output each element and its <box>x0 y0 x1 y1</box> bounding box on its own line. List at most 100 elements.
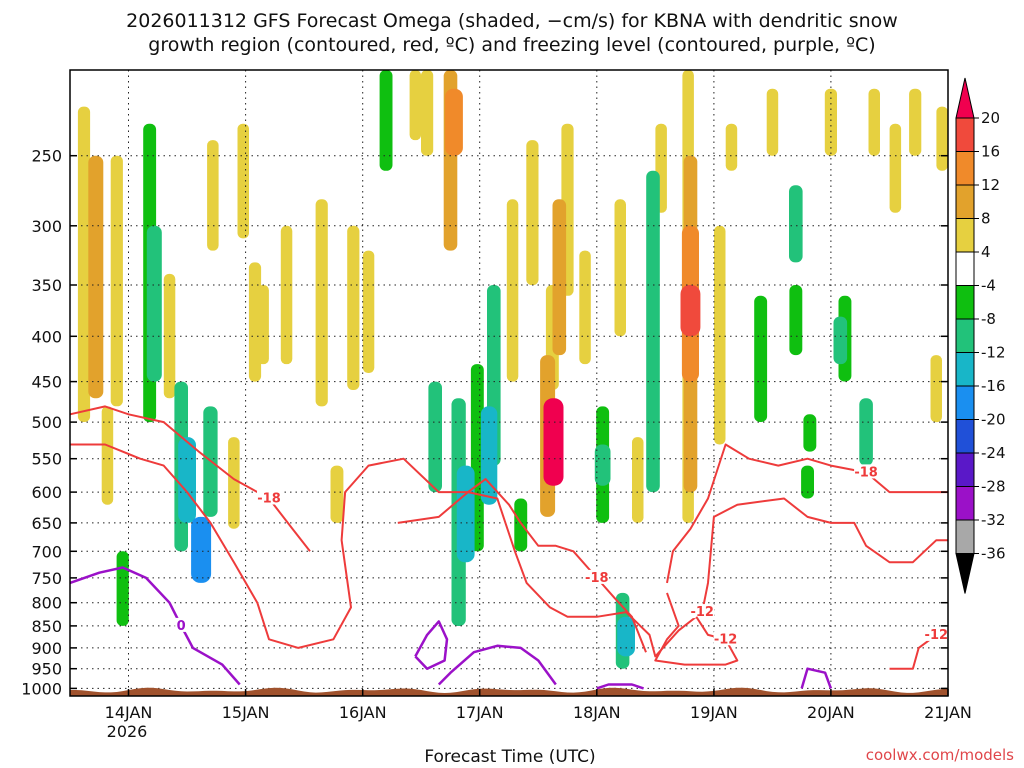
terrain-band <box>70 687 948 696</box>
colorbar-swatch <box>955 285 975 320</box>
x-tick-label: 20JAN <box>807 703 855 722</box>
omega-region <box>237 123 249 239</box>
omega-region <box>347 225 360 390</box>
omega-region <box>110 155 123 407</box>
y-tick-label: 1000 <box>21 679 62 698</box>
omega-region <box>421 70 434 156</box>
omega-region <box>526 140 539 286</box>
x-axis-label: Forecast Time (UTC) <box>424 747 595 767</box>
y-tick-label: 500 <box>31 413 62 432</box>
omega-region <box>889 123 902 213</box>
colorbar-swatch <box>955 385 975 420</box>
omega-region <box>766 88 779 156</box>
freezing-level-line <box>414 620 449 670</box>
colorbar-label: -12 <box>981 344 1006 362</box>
omega-region <box>833 316 848 365</box>
omega-region <box>315 199 328 407</box>
omega-region <box>409 70 422 141</box>
x-tick-label: 21JAN <box>924 703 972 722</box>
terrain-fill <box>70 687 948 696</box>
colorbar-swatch <box>955 151 975 186</box>
x-tick-label: 18JAN <box>573 703 621 722</box>
y-tick-label: 550 <box>31 450 62 469</box>
omega-region <box>379 70 393 171</box>
y-tick-label: 800 <box>31 594 62 613</box>
colorbar-label: -36 <box>981 545 1006 563</box>
freezing-level-line <box>69 566 241 686</box>
dendritic-contour-line <box>666 443 948 584</box>
contour-label-bg <box>854 464 879 479</box>
freezing-level-line <box>437 644 557 686</box>
colorbar-swatch <box>955 251 975 286</box>
plot-border <box>69 69 949 697</box>
colorbar-label: 12 <box>981 176 1000 194</box>
dendritic-contour-line <box>397 478 647 653</box>
colorbar-label: 4 <box>981 243 991 261</box>
omega-region <box>801 465 814 499</box>
x-tick-label: 16JAN <box>339 703 387 722</box>
omega-region <box>646 170 660 493</box>
omega-region <box>789 185 803 263</box>
freezing-level-label: 0 <box>177 619 186 634</box>
omega-region <box>456 465 475 563</box>
plot-frame <box>69 69 949 697</box>
omega-region <box>632 437 644 523</box>
freezing-level-line <box>596 683 644 690</box>
omega-region <box>428 381 442 493</box>
omega-region <box>116 551 129 626</box>
omega-region <box>506 199 519 382</box>
omega-region <box>930 355 942 423</box>
omega-region <box>617 616 635 657</box>
omega-region <box>552 199 567 356</box>
dendritic-contour-label: -18 <box>257 492 281 507</box>
colorbar-top-arrow <box>955 77 975 119</box>
dendritic-contour-line <box>69 405 311 552</box>
colorbar-swatch <box>955 452 975 487</box>
omega-region <box>754 295 768 422</box>
colorbar-label: 8 <box>981 210 991 228</box>
source-credit: coolwx.com/models <box>866 746 1014 764</box>
y-tick-label: 850 <box>31 617 62 636</box>
omega-region <box>614 199 626 337</box>
omega-region <box>936 106 948 171</box>
colorbar-swatch <box>955 184 975 219</box>
omega-region <box>362 250 375 373</box>
colorbar-swatch <box>955 419 975 454</box>
omega-region <box>101 406 114 505</box>
omega-region <box>248 262 262 382</box>
omega-region <box>146 225 162 382</box>
omega-region <box>191 516 212 583</box>
dendritic-contour-label: -12 <box>690 605 714 620</box>
omega-region <box>280 225 293 365</box>
omega-region <box>228 437 240 529</box>
colorbar-swatch <box>955 318 975 353</box>
contour-label-bg <box>175 617 188 632</box>
omega-region <box>909 88 922 156</box>
contour-label-bg <box>713 631 738 646</box>
omega-region <box>543 398 564 486</box>
contour-label-bg <box>584 569 609 584</box>
omega-region <box>789 285 803 356</box>
colorbar-label: -28 <box>981 478 1006 496</box>
omega-region <box>725 123 738 171</box>
freezing-level-line <box>800 667 833 689</box>
omega-region <box>594 444 611 486</box>
omega-region <box>579 250 591 365</box>
omega-region <box>824 88 837 156</box>
plot-area <box>70 70 948 696</box>
omega-region <box>88 155 104 399</box>
colorbar-label: -8 <box>981 310 996 328</box>
omega-shading <box>77 70 948 669</box>
x-axis-year-label: 2026 <box>107 722 148 741</box>
freezing-level-contours: 0 <box>69 566 833 690</box>
y-tick-label: 950 <box>31 660 62 679</box>
colorbar-swatch <box>955 352 975 387</box>
colorbar-bottom-arrow <box>955 553 975 594</box>
x-tick-label: 14JAN <box>105 703 153 722</box>
contour-label-bg <box>257 490 281 505</box>
x-tick-label: 15JAN <box>222 703 270 722</box>
dendritic-contours: -18-12-18-18-12 -12 <box>69 405 949 670</box>
y-tick-label: 750 <box>31 569 62 588</box>
x-tick-label: 19JAN <box>690 703 738 722</box>
omega-region <box>77 106 91 422</box>
